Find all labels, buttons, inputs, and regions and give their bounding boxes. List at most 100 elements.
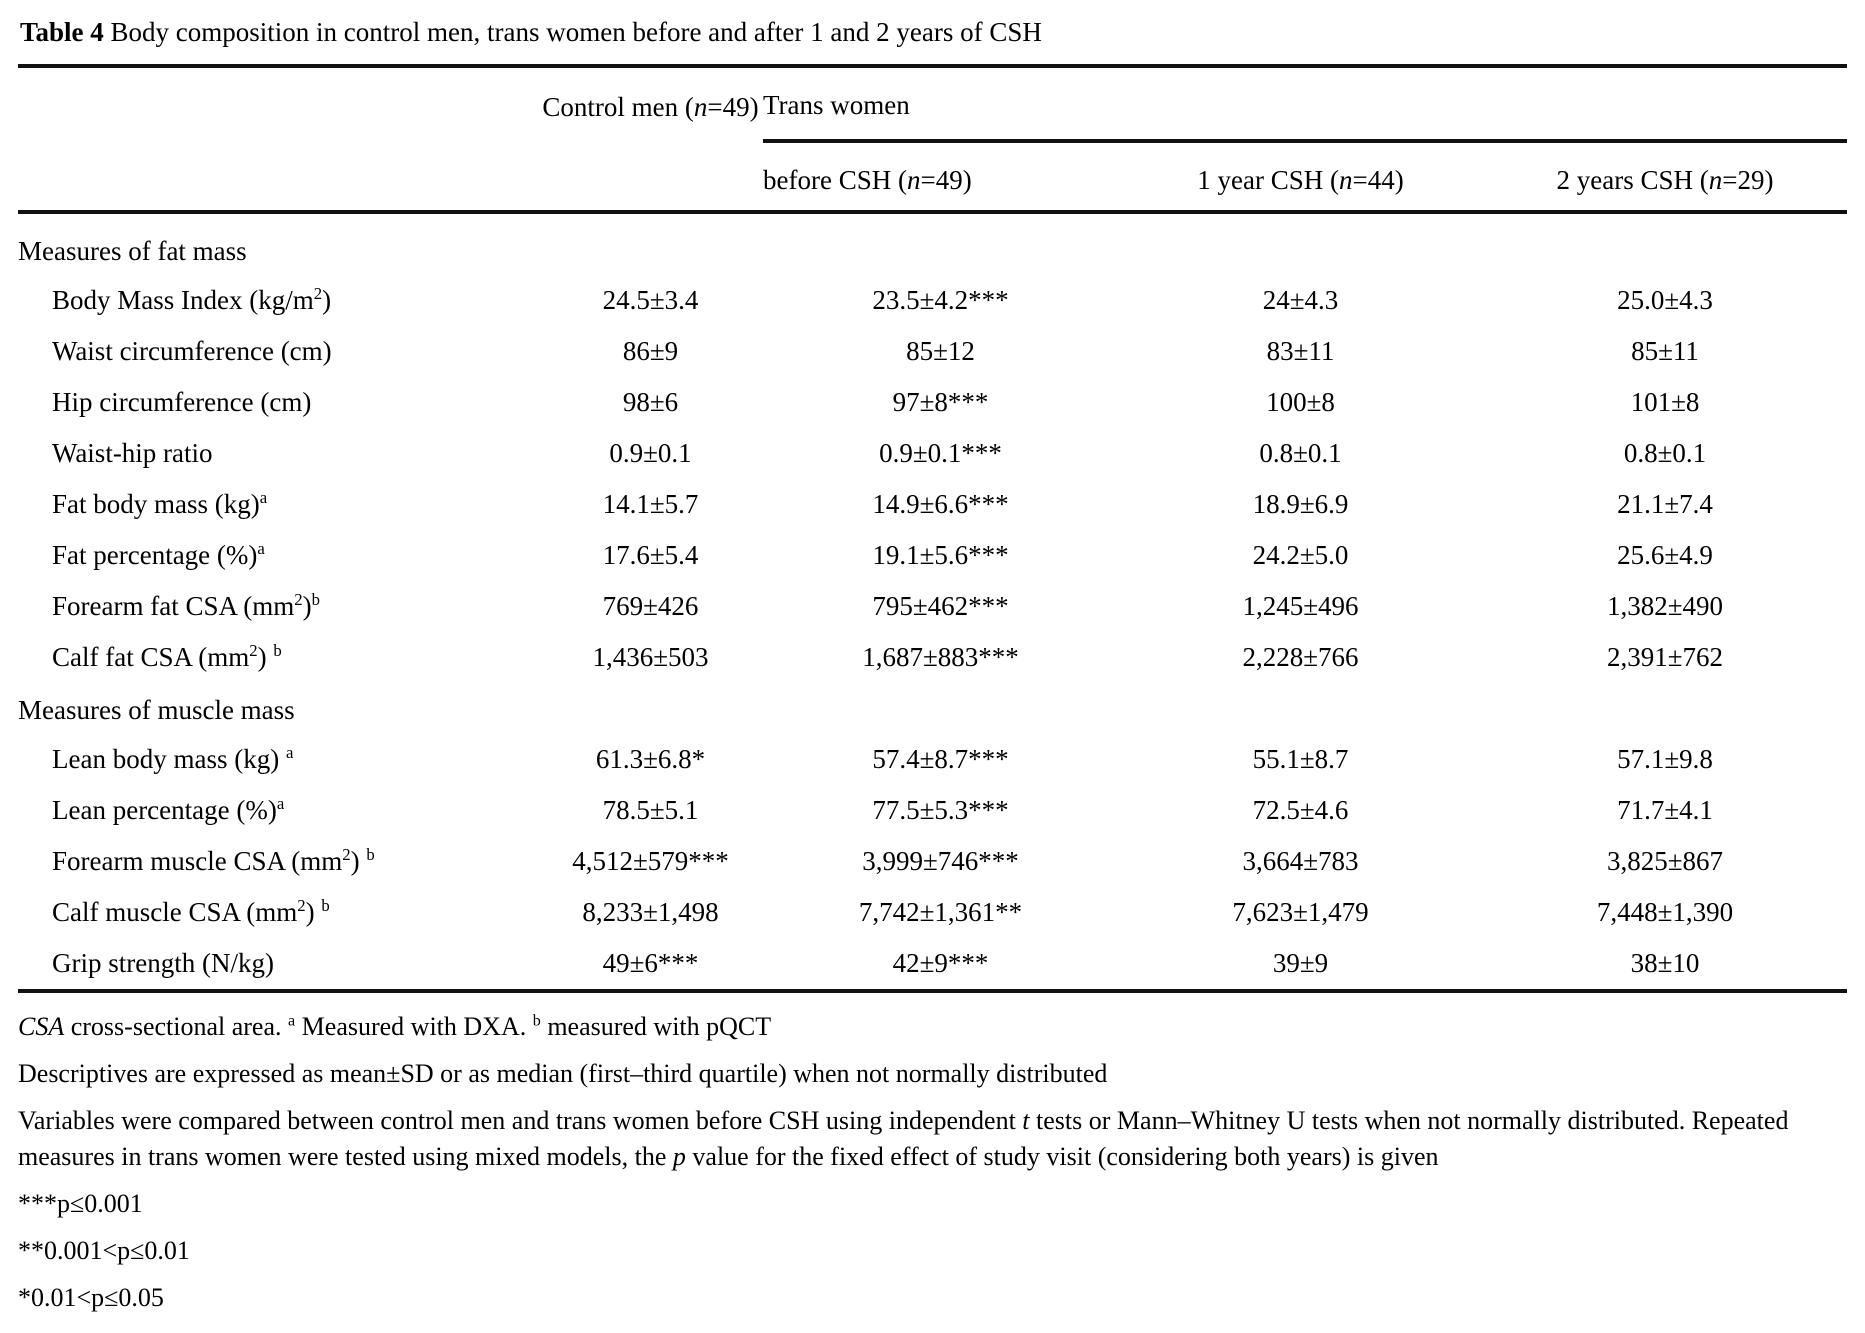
table-section-title: Measures of muscle mass bbox=[18, 694, 295, 725]
table-cell-before-csh: 23.5±4.2*** bbox=[872, 284, 1009, 315]
label-superscript: a bbox=[257, 538, 265, 558]
table-section-empty-cell bbox=[763, 214, 1118, 275]
table-row: Fat body mass (kg)a 14.1±5.7 14.9±6.6*** 18… bbox=[18, 479, 1847, 530]
table-cell-before-csh: 0.9±0.1*** bbox=[879, 437, 1002, 468]
label-superscript: 2 bbox=[249, 640, 258, 660]
table-row: Lean percentage (%)a 78.5±5.1 77.5±5.3*** 7… bbox=[18, 785, 1847, 836]
table-caption-text: Body composition in control men, trans w… bbox=[110, 17, 1042, 47]
table-cell-year1-csh: 7,623±1,479 bbox=[1232, 896, 1369, 927]
footnote-variables: Variables were compared between control … bbox=[18, 1103, 1847, 1177]
footnote-pqct-text: measured with pQCT bbox=[540, 1011, 772, 1041]
header-before-csh: before CSH (n=49) bbox=[763, 164, 972, 195]
footnote-abbreviations: CSA cross-sectional area. a Measured wit… bbox=[18, 1009, 1847, 1046]
table-cell-year2-csh: 1,382±490 bbox=[1606, 590, 1724, 621]
table-row-label: Body Mass Index (kg/m2) bbox=[52, 283, 332, 315]
footnote-descriptives: Descriptives are expressed as mean±SD or… bbox=[18, 1058, 1108, 1088]
label-superscript-2: b bbox=[273, 640, 282, 660]
label-superscript: a bbox=[259, 487, 268, 507]
table-cell-year1-csh: 72.5±4.6 bbox=[1252, 794, 1349, 825]
table-row-label: Lean percentage (%)a bbox=[52, 793, 285, 825]
header-control-men: Control men (n=49) bbox=[538, 68, 763, 141]
footnote-significance-001: ***p≤0.001 bbox=[18, 1189, 143, 1219]
table-cell-before-csh: 3,999±746*** bbox=[862, 845, 1019, 876]
header-empty-cell bbox=[18, 68, 538, 141]
label-superscript-2: b bbox=[366, 844, 375, 864]
table-cell-before-csh: 795±462*** bbox=[872, 590, 1009, 621]
table-cell-year1-csh: 39±9 bbox=[1272, 947, 1329, 978]
table-cell-control: 14.1±5.7 bbox=[602, 488, 699, 519]
table-cell-control: 98±6 bbox=[622, 386, 679, 417]
table-cell-year1-csh: 3,664±783 bbox=[1242, 845, 1359, 876]
table-cell-control: 8,233±1,498 bbox=[582, 896, 719, 927]
header-empty-cell-2 bbox=[18, 143, 538, 212]
table-row-label: Calf muscle CSA (mm2) b bbox=[52, 895, 330, 927]
header-year2-csh: 2 years CSH (n=29) bbox=[1556, 164, 1774, 195]
table-row: Forearm fat CSA (mm2)b 769±426 795±462*** 1… bbox=[18, 581, 1847, 632]
table-cell-year2-csh: 101±8 bbox=[1630, 386, 1700, 417]
table-cell-year1-csh: 24.2±5.0 bbox=[1252, 539, 1349, 570]
table-cell-control: 769±426 bbox=[602, 590, 699, 621]
table-cell-before-csh: 85±12 bbox=[906, 335, 975, 366]
footnote-variables-part2: tests or Mann–Whitney U tests when not n… bbox=[18, 1105, 1789, 1172]
table-section-empty-cell bbox=[763, 683, 1118, 734]
table-cell-year2-csh: 21.1±7.4 bbox=[1617, 488, 1713, 519]
table-body: Measures of fat mass Body Mass Index (kg/… bbox=[18, 214, 1847, 991]
footnote-variables-part3: value for the fixed effect of study visi… bbox=[685, 1142, 1439, 1172]
footnote-csa-text: cross-sectional area. bbox=[64, 1011, 289, 1041]
table-cell-before-csh: 57.4±8.7*** bbox=[872, 743, 1009, 774]
table-row-label: Fat body mass (kg)a bbox=[52, 487, 268, 519]
table-cell-before-csh: 77.5±5.3*** bbox=[872, 794, 1009, 825]
header-row-groups: Control men (n=49) Trans women bbox=[18, 68, 1847, 141]
table-cell-year2-csh: 38±10 bbox=[1630, 947, 1700, 978]
table-row-label: Forearm muscle CSA (mm2) b bbox=[52, 844, 375, 876]
footnote-sup-a: a bbox=[288, 1012, 296, 1030]
header-trans-women: Trans women bbox=[763, 68, 1847, 141]
table-cell-control: 17.6±5.4 bbox=[602, 539, 699, 570]
label-superscript-2: b bbox=[321, 895, 330, 915]
header-trans-women-label: Trans women bbox=[763, 89, 910, 120]
table-caption-label: Table 4 bbox=[20, 17, 104, 47]
label-superscript: 2 bbox=[313, 283, 323, 303]
table-cell-year2-csh: 2,391±762 bbox=[1606, 641, 1724, 672]
footnote-dxa-text: Measured with DXA. bbox=[295, 1011, 533, 1041]
table-cell-control: 86±9 bbox=[622, 335, 679, 366]
table-cell-before-csh: 19.1±5.6*** bbox=[872, 539, 1009, 570]
table-row: Hip circumference (cm) 98±6 97±8*** 100±8 10… bbox=[18, 377, 1847, 428]
table-cell-year1-csh: 1,245±496 bbox=[1242, 590, 1359, 621]
label-superscript: a bbox=[285, 742, 294, 762]
table-section-empty-cell bbox=[1118, 214, 1483, 275]
table-cell-year2-csh: 57.1±9.8 bbox=[1617, 743, 1713, 774]
header-empty-cell-3 bbox=[538, 143, 763, 212]
table-cell-year1-csh: 55.1±8.7 bbox=[1252, 743, 1349, 774]
table-cell-before-csh: 14.9±6.6*** bbox=[872, 488, 1009, 519]
footnote-italic-t: t bbox=[1022, 1105, 1030, 1135]
table-section-empty-cell bbox=[1118, 683, 1483, 734]
table-section-empty-cell bbox=[538, 683, 763, 734]
table-section-empty-cell bbox=[538, 214, 763, 275]
table-cell-year2-csh: 25.6±4.9 bbox=[1617, 539, 1713, 570]
body-composition-table: Control men (n=49) Trans women before CS… bbox=[18, 63, 1847, 995]
table-row: Fat percentage (%)a 17.6±5.4 19.1±5.6*** 24… bbox=[18, 530, 1847, 581]
label-superscript: 2 bbox=[342, 844, 351, 864]
table-row-label: Forearm fat CSA (mm2)b bbox=[52, 589, 320, 621]
table-footnotes: CSA cross-sectional area. a Measured wit… bbox=[18, 1009, 1847, 1317]
table-row-label: Calf fat CSA (mm2) b bbox=[52, 640, 282, 672]
footnote-italic-p: p bbox=[672, 1142, 686, 1172]
table-bottom-rule bbox=[18, 988, 1847, 995]
table-section-empty-cell bbox=[1483, 683, 1847, 734]
table-cell-control: 49±6*** bbox=[602, 947, 699, 978]
table-row: Waist circumference (cm) 86±9 85±12 83±11 85… bbox=[18, 326, 1847, 377]
label-superscript: 2 bbox=[294, 589, 303, 609]
table-cell-control: 24.5±3.4 bbox=[602, 284, 699, 315]
table-cell-year2-csh: 71.7±4.1 bbox=[1617, 794, 1713, 825]
header-control-men-label: Control men (n=49) bbox=[542, 91, 759, 122]
footnote-csa-abbrev: CSA bbox=[18, 1011, 65, 1041]
header-row-subcolumns: before CSH (n=49) 1 year CSH (n=44) 2 ye… bbox=[18, 143, 1847, 212]
table-cell-year1-csh: 0.8±0.1 bbox=[1259, 437, 1342, 468]
table-cell-year1-csh: 100±8 bbox=[1266, 386, 1335, 417]
table-cell-year1-csh: 24±4.3 bbox=[1262, 284, 1339, 315]
table-row-label: Hip circumference (cm) bbox=[52, 386, 312, 417]
table-section-row: Measures of fat mass bbox=[18, 214, 1847, 275]
table-row-label: Lean body mass (kg) a bbox=[52, 742, 294, 774]
